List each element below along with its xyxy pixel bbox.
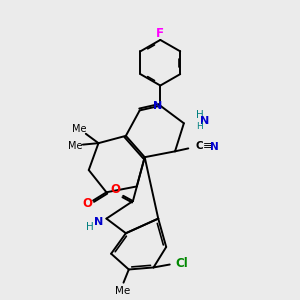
- Text: N: N: [200, 116, 210, 126]
- Text: H: H: [196, 122, 202, 131]
- Text: O: O: [110, 183, 120, 196]
- Text: N: N: [94, 217, 103, 227]
- Text: Me: Me: [68, 141, 82, 151]
- Text: F: F: [156, 27, 164, 40]
- Text: O: O: [82, 197, 92, 211]
- Text: ≡: ≡: [203, 141, 212, 152]
- Text: C: C: [195, 141, 203, 151]
- Text: H: H: [196, 110, 204, 120]
- Text: N: N: [210, 142, 219, 152]
- Text: Cl: Cl: [175, 257, 188, 270]
- Text: N: N: [153, 101, 162, 111]
- Text: H: H: [86, 222, 94, 232]
- Text: Me: Me: [115, 286, 130, 296]
- Text: Me: Me: [72, 124, 87, 134]
